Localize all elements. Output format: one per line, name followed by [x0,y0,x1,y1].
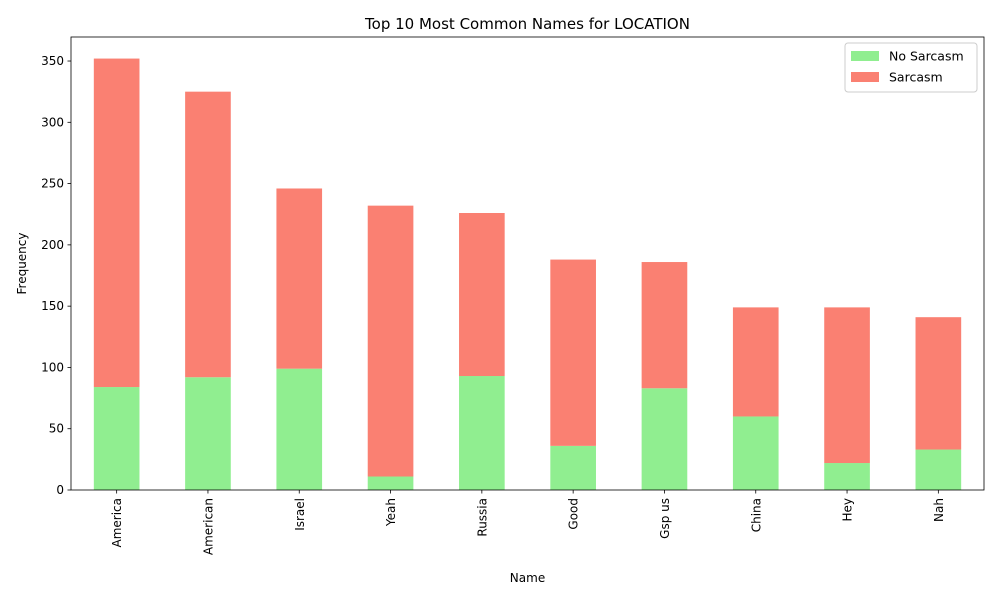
y-tick-label-2: 100 [41,360,64,374]
bar-no-sarcasm-2 [276,368,323,490]
legend: No Sarcasm Sarcasm [844,42,978,93]
plot-frame [70,36,985,491]
legend-swatch-0 [851,51,879,61]
x-axis: America American Israel Yeah Russia Good Gsp u… [110,490,946,555]
y-axis-label: Frequency [15,233,29,295]
x-tick-label-0: America [110,498,124,548]
x-tick-label-1: American [201,498,215,555]
legend-label-0: No Sarcasm [889,49,964,64]
bar-no-sarcasm-8 [824,463,870,490]
bar-sarcasm-2 [276,188,323,369]
bar-no-sarcasm-5 [550,445,596,490]
x-tick-label-9: Nah [932,498,946,522]
x-axis-label: Name [510,571,545,585]
bar-sarcasm-6 [641,262,688,389]
legend-swatch-1 [851,72,879,82]
bar-sarcasm-8 [824,307,870,464]
bar-no-sarcasm-9 [915,449,962,490]
bar-no-sarcasm-0 [93,387,140,490]
y-tick-label-7: 350 [41,54,64,68]
y-tick-label-3: 150 [41,299,64,313]
bar-no-sarcasm-1 [185,377,231,490]
y-tick-label-6: 300 [41,115,64,129]
bar-sarcasm-5 [550,259,596,446]
bar-sarcasm-0 [93,58,140,388]
y-tick-label-4: 200 [41,238,64,252]
y-tick-label-0: 0 [56,483,64,497]
bars-group [93,58,962,490]
bar-sarcasm-1 [185,91,231,378]
x-tick-label-2: Israel [293,498,307,531]
bar-sarcasm-4 [459,213,505,377]
bar-sarcasm-3 [367,205,414,477]
y-axis: 0 50 100 150 200 250 300 350 [41,54,71,497]
x-tick-label-6: Gsp us [658,498,672,539]
bar-sarcasm-9 [915,317,962,450]
x-tick-label-3: Yeah [384,498,398,527]
bar-no-sarcasm-3 [367,476,414,490]
y-tick-label-5: 250 [41,177,64,191]
x-tick-label-4: Russia [475,498,489,537]
bar-no-sarcasm-7 [732,416,779,490]
x-tick-label-8: Hey [841,498,855,522]
x-tick-label-7: China [749,498,763,532]
chart-title: Top 10 Most Common Names for LOCATION [364,15,690,33]
bar-sarcasm-7 [732,307,779,417]
x-tick-label-5: Good [567,498,581,530]
bar-no-sarcasm-4 [459,376,505,490]
bar-no-sarcasm-6 [641,388,688,490]
legend-label-1: Sarcasm [889,70,943,85]
y-tick-label-1: 50 [49,422,64,436]
